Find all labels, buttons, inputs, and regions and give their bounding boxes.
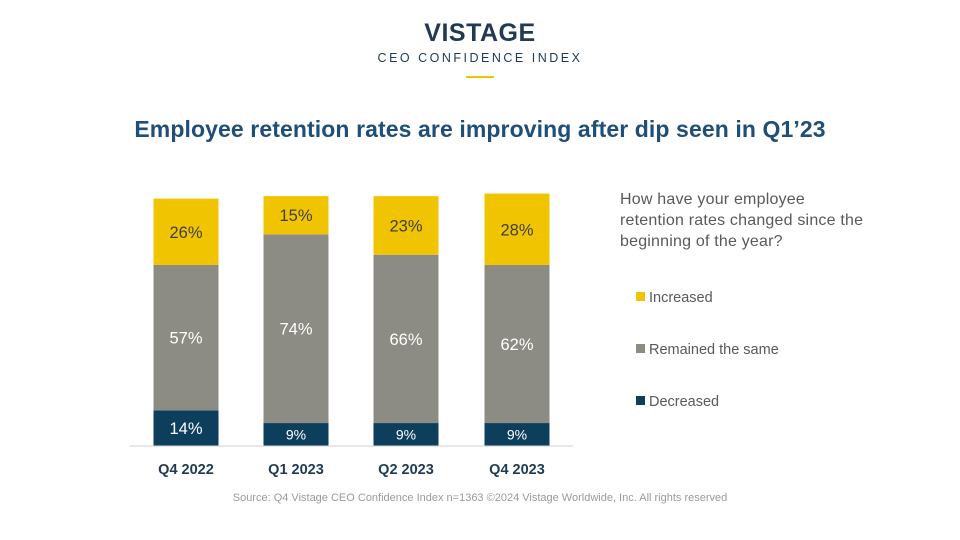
bar-remained-the-same-q2-2023 xyxy=(373,254,439,424)
bar-remained-the-same-q1-2023 xyxy=(263,234,329,424)
legend-swatch-increased xyxy=(636,292,645,301)
x-tick-label-q2-2023: Q2 2023 xyxy=(378,462,434,478)
legend-item-remained-the-same: Remained the same xyxy=(636,342,779,358)
data-label-increased-q4-2023: 28% xyxy=(500,221,533,239)
legend-item-decreased: Decreased xyxy=(636,394,719,410)
bar-increased-q2-2023 xyxy=(373,196,439,255)
survey-question: How have your employee retention rates c… xyxy=(620,191,864,250)
data-label-remained-the-same-q4-2023: 62% xyxy=(500,336,533,354)
bar-remained-the-same-q4-2022 xyxy=(153,264,219,411)
data-label-decreased-q4-2023: 9% xyxy=(507,427,527,443)
data-label-decreased-q4-2022: 14% xyxy=(169,420,202,438)
x-tick-label-q4-2022: Q4 2022 xyxy=(158,462,214,478)
legend-label-remained-the-same: Remained the same xyxy=(649,342,779,358)
data-label-increased-q4-2022: 26% xyxy=(169,224,202,242)
bar-decreased-q4-2023 xyxy=(484,423,550,446)
legend-swatch-remained-the-same xyxy=(636,344,645,353)
legend-label-decreased: Decreased xyxy=(649,394,720,410)
data-label-increased-q1-2023: 15% xyxy=(279,207,312,225)
chart-title: Employee retention rates are improving a… xyxy=(134,116,826,142)
legend-item-increased: Increased xyxy=(636,290,713,306)
bar-decreased-q4-2022 xyxy=(153,410,219,446)
data-label-remained-the-same-q1-2023: 74% xyxy=(279,321,312,339)
data-label-increased-q2-2023: 23% xyxy=(389,217,422,235)
x-tick-label-q1-2023: Q1 2023 xyxy=(268,462,324,478)
brand-logo: VISTAGE xyxy=(424,19,536,47)
brand-divider xyxy=(466,76,494,78)
source-note: Source: Q4 Vistage CEO Confidence Index … xyxy=(232,492,728,504)
bar-increased-q4-2022 xyxy=(153,198,219,265)
bar-decreased-q2-2023 xyxy=(373,423,439,446)
data-label-decreased-q2-2023: 9% xyxy=(396,427,416,443)
bar-increased-q1-2023 xyxy=(263,196,329,235)
bar-remained-the-same-q4-2023 xyxy=(484,264,550,424)
data-label-remained-the-same-q4-2022: 57% xyxy=(169,330,202,348)
legend-swatch-decreased xyxy=(636,396,645,405)
data-label-decreased-q1-2023: 9% xyxy=(286,427,306,443)
x-tick-label-q4-2023: Q4 2023 xyxy=(489,462,545,478)
bar-decreased-q1-2023 xyxy=(263,423,329,446)
brand-header: VISTAGE CEO CONFIDENCE INDEX xyxy=(0,18,960,78)
legend-label-increased: Increased xyxy=(649,290,713,306)
bar-increased-q4-2023 xyxy=(484,193,550,265)
brand-subtitle: CEO CONFIDENCE INDEX xyxy=(377,51,583,65)
data-label-remained-the-same-q2-2023: 66% xyxy=(389,331,422,349)
